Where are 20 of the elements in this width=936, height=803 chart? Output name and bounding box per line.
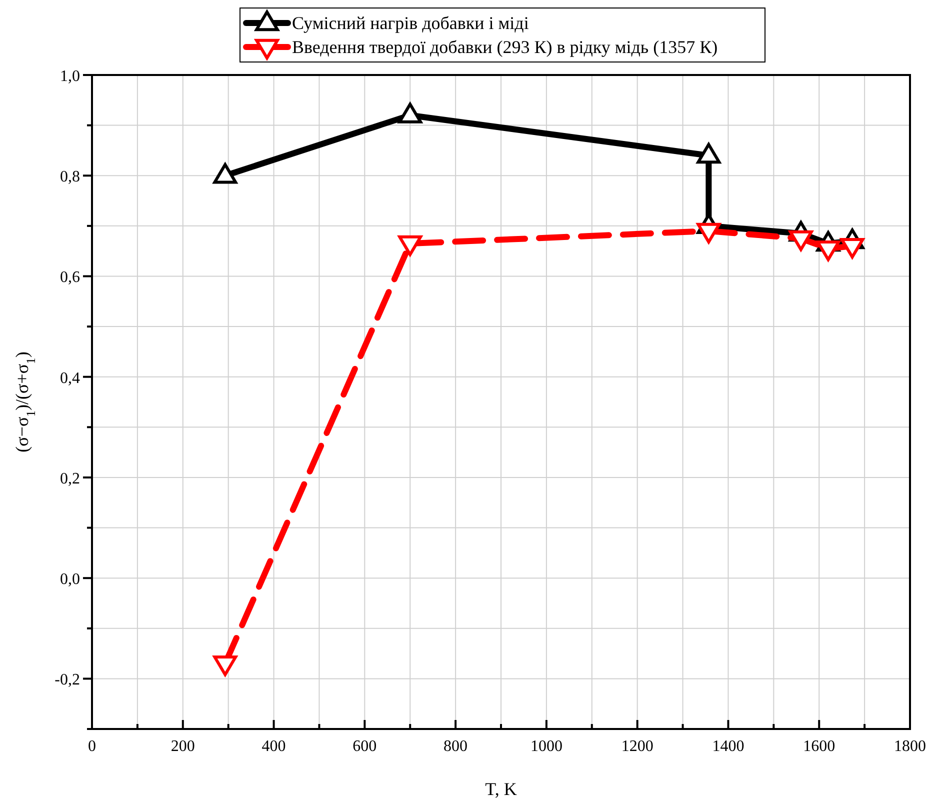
x-tick-label: 600 — [352, 738, 377, 755]
x-tick-label: 1400 — [712, 738, 744, 755]
x-axis-title: T, K — [485, 779, 517, 799]
y-tick-label: 1,0 — [60, 68, 80, 85]
legend-label: Сумісний нагрів добавки і міді — [292, 13, 529, 33]
x-tick-label: 1000 — [530, 738, 562, 755]
x-tick-label: 1800 — [894, 738, 926, 755]
x-tick-label: 400 — [262, 738, 286, 755]
x-tick-label: 1200 — [621, 738, 654, 755]
y-tick-label: 0,2 — [60, 470, 80, 488]
x-tick-label: 800 — [444, 738, 468, 755]
x-tick-label: 200 — [170, 738, 195, 755]
y-tick-label: 0,8 — [60, 168, 80, 186]
y-tick-label: 0,0 — [60, 571, 80, 588]
y-tick-label: 0,4 — [60, 370, 80, 387]
y-tick-label: -0,2 — [54, 672, 80, 689]
x-tick-label: 0 — [88, 738, 96, 755]
x-tick-label: 1600 — [803, 738, 836, 755]
y-tick-label: 0,6 — [60, 269, 80, 286]
legend-label: Введення твердої добавки (293 К) в рідку мідь (1357 К) — [292, 37, 718, 57]
